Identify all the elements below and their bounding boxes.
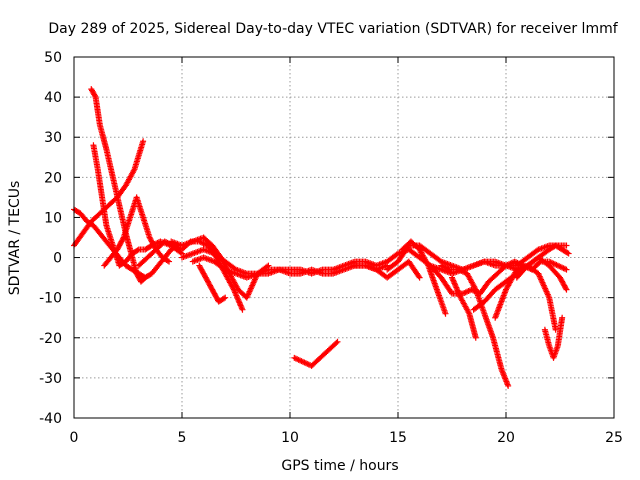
data-marks (71, 86, 572, 389)
y-tick-label: 40 (44, 90, 62, 106)
x-axis-label: GPS time / hours (281, 458, 398, 474)
x-tick-label: 15 (389, 430, 407, 446)
series-markers (88, 86, 149, 285)
y-tick-label: 0 (53, 251, 62, 267)
x-tick-label: 25 (605, 430, 623, 446)
plot-frame (73, 56, 615, 419)
axis-ticks: 0 5 10 15 20 25 -40 -30 -20 -10 0 10 20 30 40 50 (39, 50, 623, 446)
x-tick-label: 0 (70, 430, 79, 446)
series-markers (438, 262, 512, 389)
series-markers (513, 242, 572, 281)
x-tick-label: 10 (281, 430, 299, 446)
y-tick-label: -40 (39, 411, 62, 427)
series-arc-16 (438, 262, 512, 389)
grid (74, 57, 614, 418)
x-tick-label: 20 (497, 430, 515, 446)
y-axis-label: SDTVAR / TECUs (7, 181, 23, 296)
series-arc-10 (196, 262, 229, 305)
series-arc-17 (449, 274, 479, 341)
y-tick-label: 10 (44, 210, 62, 226)
x-tick-label: 5 (178, 430, 187, 446)
series-arc-11 (291, 338, 341, 369)
series-markers (541, 314, 566, 361)
series-markers (101, 194, 173, 269)
series-arc-5 (101, 194, 173, 269)
y-tick-label: 30 (44, 130, 62, 146)
y-tick-label: 20 (44, 170, 62, 186)
series-arc-3 (88, 86, 149, 285)
series-markers (351, 258, 423, 281)
series-markers (291, 338, 341, 369)
y-tick-label: 50 (44, 50, 62, 66)
series-markers (492, 262, 559, 333)
series-markers (449, 274, 479, 341)
series-arc-12 (351, 258, 423, 281)
series-arc-21 (541, 314, 566, 361)
y-tick-label: -30 (39, 371, 62, 387)
chart-title: Day 289 of 2025, Sidereal Day-to-day VTE… (48, 21, 618, 37)
y-tick-label: -10 (39, 291, 62, 307)
series-arc-20 (513, 242, 572, 281)
y-tick-label: -20 (39, 331, 62, 347)
series-markers (196, 262, 229, 305)
series-arc-19 (492, 262, 559, 333)
